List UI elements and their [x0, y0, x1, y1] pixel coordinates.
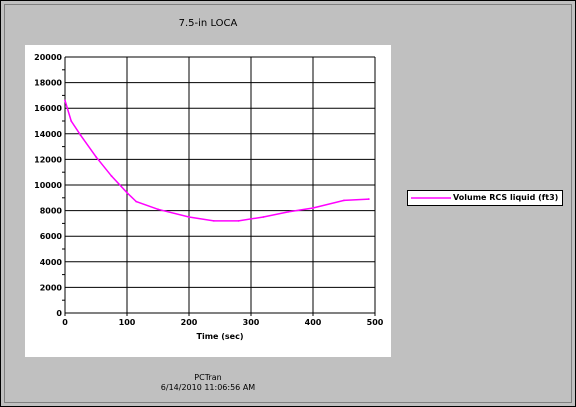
data-point — [343, 199, 345, 202]
x-tick-label: 100 — [119, 318, 136, 327]
y-tick-label: 2000 — [40, 283, 63, 292]
data-point — [157, 208, 159, 211]
legend: Volume RCS liquid (ft3) — [407, 190, 563, 206]
data-point — [287, 210, 290, 213]
chart-title: 7.5-in LOCA — [178, 18, 238, 29]
data-point — [367, 198, 370, 200]
series-line — [64, 100, 369, 222]
data-point — [135, 200, 138, 203]
x-tick-label: 500 — [367, 318, 384, 327]
y-tick-label: 10000 — [34, 181, 62, 190]
x-tick-label: 300 — [243, 318, 260, 327]
chart-window-inner-border — [4, 4, 572, 403]
y-tick-label: 6000 — [40, 232, 63, 241]
y-tick-label: 16000 — [34, 104, 62, 113]
data-point — [188, 216, 190, 218]
y-tick-label: 0 — [56, 309, 62, 318]
data-point — [262, 216, 265, 218]
x-tick-label: 0 — [62, 318, 68, 327]
y-tick-label: 12000 — [34, 155, 62, 164]
y-tick-label: 18000 — [34, 79, 62, 88]
x-axis-label: Time (sec) — [197, 332, 244, 341]
data-point — [237, 219, 240, 222]
data-point — [70, 120, 73, 122]
data-point — [95, 155, 97, 158]
legend-swatch — [411, 197, 451, 199]
footer: PCTran 6/14/2010 11:06:56 AM — [1, 373, 415, 393]
plot-panel: 0 2000 4000 6000 8000 10000 12000 14000 16000 180… — [25, 45, 391, 357]
data-point — [212, 219, 215, 222]
data-point — [126, 191, 128, 194]
y-tick-label: 14000 — [34, 130, 62, 139]
data-point — [110, 175, 113, 177]
x-tick-label: 400 — [305, 318, 322, 327]
data-point — [64, 99, 66, 102]
legend-label: Volume RCS liquid (ft3) — [453, 193, 559, 202]
footer-timestamp: 6/14/2010 11:06:56 AM — [160, 383, 256, 392]
line-chart: 0200040006000800010000120001400016000180… — [34, 53, 384, 341]
y-tick-label: 8000 — [40, 207, 63, 216]
data-point — [312, 207, 314, 209]
y-tick-label: 4000 — [40, 258, 63, 267]
y-tick-label: 20000 — [34, 53, 62, 62]
x-tick-label: 200 — [181, 318, 198, 327]
data-point — [79, 134, 82, 136]
footer-app-name: PCTran — [194, 373, 222, 382]
